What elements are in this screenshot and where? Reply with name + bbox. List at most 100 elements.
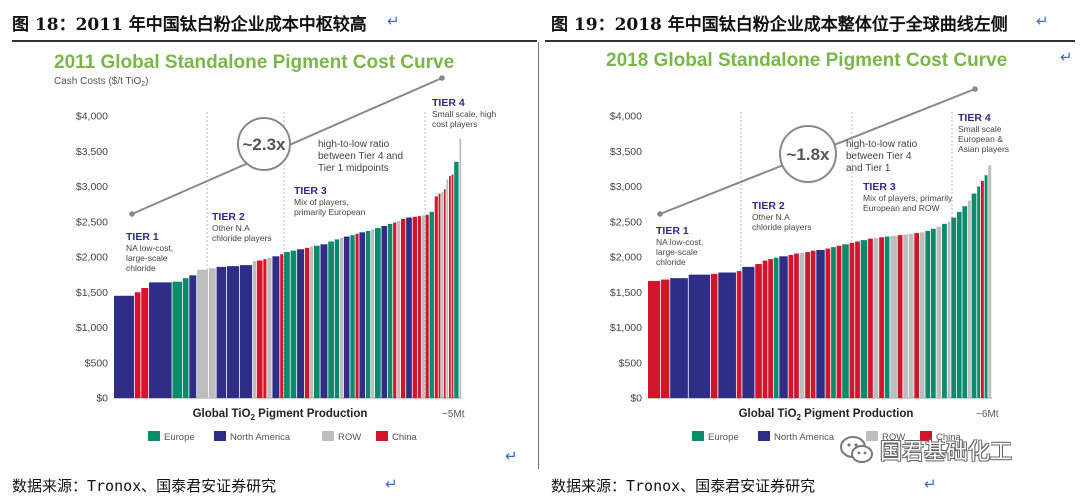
tier-description: Asian players xyxy=(958,144,1009,154)
cost-bar xyxy=(429,211,434,398)
tier-description: chloride players xyxy=(752,222,812,232)
y-tick-label: $2,500 xyxy=(610,216,642,228)
cost-bar xyxy=(773,257,779,398)
tier-description: cost players xyxy=(432,119,477,129)
cost-bar xyxy=(670,278,688,398)
ratio-note: between Tier 4 and xyxy=(318,151,403,162)
cost-bar xyxy=(779,256,788,398)
cost-bar xyxy=(443,189,446,398)
cost-curve-chart-2011: 2011 Global Standalone Pigment Cost Curv… xyxy=(54,52,497,443)
header-rule xyxy=(545,40,1075,42)
column-divider xyxy=(538,42,539,469)
cost-bar xyxy=(397,221,401,398)
y-tick-label: $2,500 xyxy=(76,216,108,228)
cost-bar xyxy=(860,240,868,398)
y-tick-label: $0 xyxy=(96,393,108,405)
cost-bar xyxy=(400,218,406,398)
y-tick-label: $3,500 xyxy=(76,146,108,158)
cost-bar xyxy=(914,233,920,398)
tier-description: chloride xyxy=(656,257,686,267)
ratio-line-start xyxy=(129,211,135,217)
cost-bar xyxy=(951,217,957,398)
cost-bar xyxy=(718,272,736,398)
y-axis-label: Cash Costs ($/t TiO2) xyxy=(54,76,149,88)
cost-bar xyxy=(449,175,451,398)
cost-bar xyxy=(660,279,670,398)
cost-bar xyxy=(371,229,375,398)
y-tick-label: $1,000 xyxy=(610,322,642,334)
cost-bar xyxy=(172,281,183,398)
y-tick-label: $500 xyxy=(85,357,109,369)
tier-label: TIER 3 xyxy=(294,185,327,197)
y-tick-label: $1,000 xyxy=(76,322,108,334)
return-mark-icon: ↵ xyxy=(385,475,398,493)
tier-description: Mix of players, xyxy=(294,197,349,207)
cost-bar xyxy=(417,216,421,398)
cost-bar xyxy=(320,244,328,398)
cost-bar xyxy=(343,236,350,398)
cost-bar xyxy=(313,245,320,398)
cost-bar xyxy=(134,292,141,398)
ratio-label: ~1.8x xyxy=(786,145,830,164)
ratio-label: ~2.3x xyxy=(242,135,286,154)
legend-swatch xyxy=(758,431,770,441)
cost-bar xyxy=(451,174,454,398)
cost-bar xyxy=(688,274,711,398)
legend-swatch xyxy=(148,431,160,441)
y-tick-label: $3,000 xyxy=(76,181,108,193)
return-mark-icon: ↵ xyxy=(1036,12,1049,30)
tier-description: Small scale, high xyxy=(432,109,497,119)
cost-bar xyxy=(855,241,860,398)
tier-label: TIER 4 xyxy=(958,112,991,124)
y-tick-label: $4,000 xyxy=(76,111,108,123)
source-note: 数据来源：Tronox、国泰君安证券研究 xyxy=(551,477,816,495)
y-tick-label: $1,500 xyxy=(76,287,108,299)
cost-bar xyxy=(239,265,253,398)
legend-swatch xyxy=(920,431,932,441)
cost-bar xyxy=(365,230,371,398)
cost-bar xyxy=(459,138,462,398)
cost-bar xyxy=(141,288,149,398)
legend-label: North America xyxy=(774,432,835,443)
cost-bar xyxy=(412,216,418,398)
tier-description: chloride xyxy=(126,263,156,273)
cost-bar xyxy=(919,232,925,398)
cost-bar xyxy=(393,222,397,398)
cost-bar xyxy=(967,200,971,398)
cost-bar xyxy=(930,228,936,398)
cost-bar xyxy=(788,254,794,398)
cost-bar xyxy=(805,252,810,398)
tier-description: Mix of players, primarily xyxy=(863,193,953,203)
cost-bar xyxy=(272,256,280,398)
cost-bar xyxy=(971,193,977,398)
cost-bar xyxy=(334,239,340,398)
y-tick-label: $3,500 xyxy=(610,146,642,158)
y-tick-label: $500 xyxy=(619,357,643,369)
cost-bar xyxy=(339,237,344,398)
cost-curve-chart-2018: 2018 Global Standalone Pigment Cost Curv… xyxy=(606,50,1009,443)
cost-bar xyxy=(189,275,197,398)
y-tick-label: $1,500 xyxy=(610,287,642,299)
cost-bar xyxy=(925,230,931,398)
ratio-note: high-to-low ratio xyxy=(846,139,918,150)
cost-bar xyxy=(284,252,290,398)
cost-bar xyxy=(256,260,263,398)
cost-bar xyxy=(267,257,272,398)
cost-bar xyxy=(868,238,873,398)
x-axis-max-label: ~6Mt xyxy=(976,409,999,420)
cost-bar xyxy=(977,186,981,398)
cost-bar xyxy=(962,206,968,398)
tier-description: chloride players xyxy=(212,233,272,243)
cost-bar xyxy=(290,250,297,398)
cost-bar xyxy=(897,235,903,398)
cost-bar xyxy=(810,250,816,398)
cost-bar xyxy=(988,165,992,398)
cost-bar xyxy=(263,259,267,398)
cost-bar xyxy=(762,260,768,398)
tier-label: TIER 3 xyxy=(863,181,896,193)
cost-bar xyxy=(755,264,762,398)
legend-label: China xyxy=(392,432,418,443)
tier-description: NA low-cost, xyxy=(656,237,703,247)
cost-bar xyxy=(280,254,284,398)
cost-bar xyxy=(736,271,742,398)
